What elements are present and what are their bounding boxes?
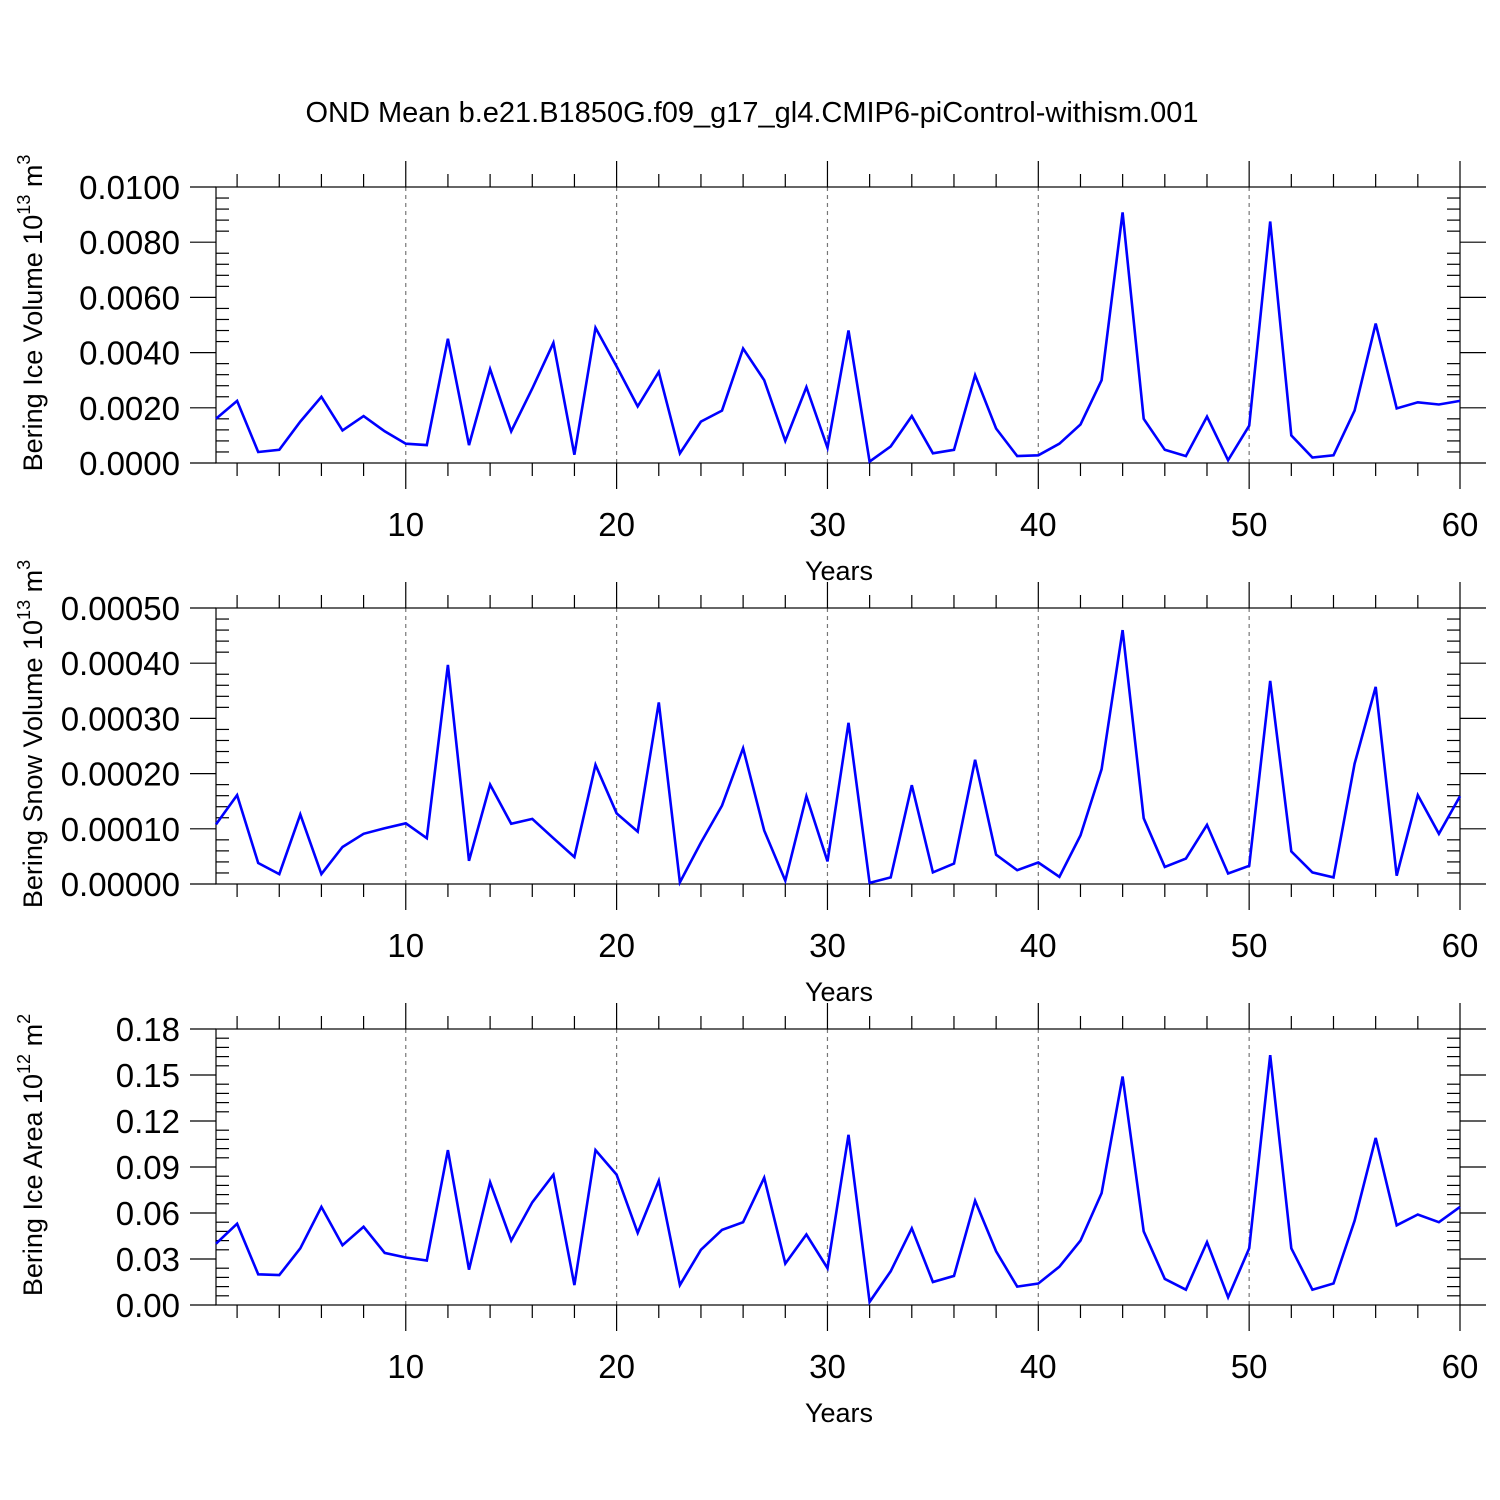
- chart-title: OND Mean b.e21.B1850G.f09_g17_gl4.CMIP6-…: [305, 97, 1198, 129]
- x-tick-label: 30: [809, 1348, 846, 1385]
- y-tick-label: 0.00030: [61, 700, 180, 737]
- x-tick-label: 40: [1020, 1348, 1057, 1385]
- y-tick-label: 0.12: [116, 1103, 180, 1140]
- panel-snow-volume: 0.00000 0.00010 0.00020 0.00030 0.00040 0.000…: [14, 560, 1486, 1007]
- y-tick-label: 0.00020: [61, 756, 180, 793]
- y-tick-label: 0.00050: [61, 590, 180, 627]
- x-tick-label: 60: [1442, 1348, 1479, 1385]
- x-axis-title: Years: [805, 556, 873, 586]
- x-tick-label: 10: [387, 1348, 424, 1385]
- y-tick-label: 0.06: [116, 1195, 180, 1232]
- x-tick-label: 10: [387, 506, 424, 543]
- y-axis-title: Bering Ice Volume 1013 m3: [14, 155, 48, 472]
- y-tick-label: 0.0020: [79, 390, 180, 427]
- y-axis-title: Bering Snow Volume 1013 m3: [14, 560, 48, 908]
- y-tick-label: 0.00040: [61, 645, 180, 682]
- x-axis-title: Years: [805, 1398, 873, 1428]
- y-tick-label: 0.03: [116, 1241, 180, 1278]
- y-tick-label: 0.0060: [79, 279, 180, 316]
- y-tick-label: 0.0040: [79, 335, 180, 372]
- x-tick-label: 20: [598, 927, 635, 964]
- x-tick-label: 60: [1442, 927, 1479, 964]
- x-tick-label: 50: [1231, 1348, 1268, 1385]
- x-tick-label: 40: [1020, 927, 1057, 964]
- x-tick-label: 20: [598, 1348, 635, 1385]
- panel-ice-volume: 0.0000 0.0020 0.0040 0.0060 0.0080 0.0100 10 20…: [14, 155, 1486, 586]
- y-tick-label: 0.0000: [79, 445, 180, 482]
- series-line-ice-area: [215, 1054, 1461, 1306]
- series-line-snow-volume: [214, 629, 1462, 887]
- y-axis-title: Bering Ice Area 1012 m2: [14, 1014, 48, 1296]
- x-tick-label: 60: [1442, 506, 1479, 543]
- x-tick-label: 30: [809, 927, 846, 964]
- y-tick-label: 0.09: [116, 1149, 180, 1186]
- y-tick-label: 0.00010: [61, 811, 180, 848]
- y-tick-label: 0.0100: [79, 169, 180, 206]
- y-tick-label: 0.0080: [79, 224, 180, 261]
- plot-frame: [215, 186, 1461, 464]
- y-tick-label: 0.15: [116, 1057, 180, 1094]
- y-tick-label: 0.18: [116, 1011, 180, 1048]
- y-tick-label: 0.00: [116, 1287, 180, 1324]
- x-tick-label: 10: [387, 927, 424, 964]
- plot-frame: [215, 607, 1461, 885]
- x-tick-label: 50: [1231, 927, 1268, 964]
- x-tick-label: 20: [598, 506, 635, 543]
- x-axis-title: Years: [805, 977, 873, 1007]
- x-tick-label: 50: [1231, 506, 1268, 543]
- x-tick-label: 40: [1020, 506, 1057, 543]
- series-line-ice-volume: [215, 212, 1461, 464]
- y-tick-label: 0.00000: [61, 866, 180, 903]
- x-tick-label: 30: [809, 506, 846, 543]
- plot-frame: [215, 1028, 1461, 1306]
- panel-ice-area: 0.00 0.03 0.06 0.09 0.12 0.15 0.18 10 20 30 40 50 60…: [14, 1003, 1486, 1428]
